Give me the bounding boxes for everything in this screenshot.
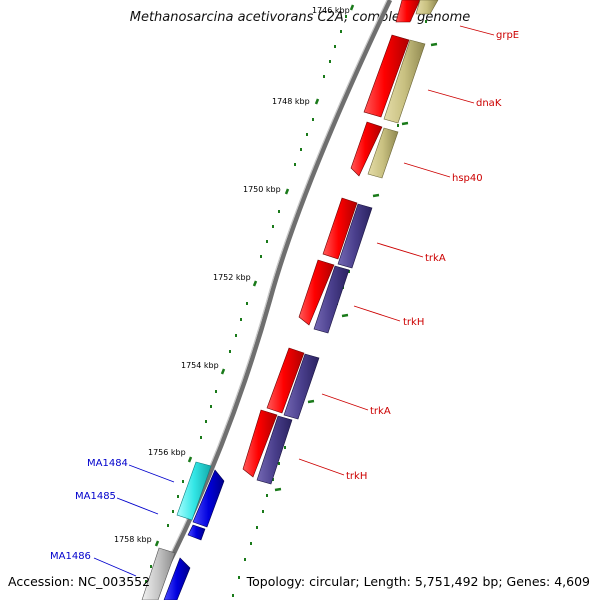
tick-label-1748: 1748 kbp — [272, 97, 310, 106]
gene-arrow-blue-1[interactable] — [192, 469, 225, 528]
outer-major-ticks — [274, 42, 438, 492]
gene-label-ma1484[interactable]: MA1484 — [87, 458, 128, 469]
gene-arrow-trkh2-red[interactable] — [242, 409, 278, 478]
gene-label-grpE[interactable]: grpE — [496, 30, 519, 41]
label-leader-lines — [93, 25, 495, 577]
gene-arrow-trka1-purple[interactable] — [337, 203, 373, 269]
gene-arrow-ma1485[interactable] — [187, 524, 206, 541]
tick-label-1756: 1756 kbp — [148, 448, 186, 457]
gene-arrows-lower — [141, 461, 225, 600]
gene-arrow-dnak-khaki[interactable] — [383, 39, 426, 124]
gene-arrow-grpE-red[interactable] — [395, 0, 421, 23]
gene-label-ma1485[interactable]: MA1485 — [75, 491, 116, 502]
tick-label-1746: 1746 kbp — [312, 6, 350, 15]
gene-arrow-trka2-purple[interactable] — [283, 353, 320, 420]
major-tick-marks — [154, 4, 355, 547]
gene-arrow-trkh1-purple[interactable] — [313, 265, 350, 334]
gene-arrow-trka1-red[interactable] — [322, 197, 358, 260]
gene-arrow-ma1486-gray[interactable] — [141, 547, 176, 600]
gene-arrow-trkh2-purple[interactable] — [256, 415, 293, 485]
gene-arrow-hsp40-khaki[interactable] — [367, 127, 399, 179]
gene-label-dnak[interactable]: dnaK — [476, 98, 502, 109]
inner-tick-dots — [145, 15, 347, 583]
tick-label-1758: 1758 kbp — [114, 535, 152, 544]
gene-arrow-hsp40-red[interactable] — [350, 121, 383, 177]
gene-arrow-blue-2[interactable] — [163, 557, 191, 600]
gene-arrows-red — [242, 0, 421, 478]
gene-label-hsp40[interactable]: hsp40 — [452, 173, 483, 184]
gene-arrow-grpE-khaki[interactable] — [415, 0, 439, 15]
gene-arrow-trka2-red[interactable] — [266, 347, 305, 414]
accession-text: Accession: NC_003552 — [8, 574, 151, 589]
gene-arrows-purple — [256, 203, 373, 485]
gene-label-trkh-1[interactable]: trkH — [403, 317, 424, 328]
gene-label-trka-1[interactable]: trkA — [425, 253, 446, 264]
gene-arrow-ma1484[interactable] — [176, 461, 212, 521]
gene-arrow-dnak-red[interactable] — [363, 34, 410, 118]
gene-label-trkh-2[interactable]: trkH — [346, 471, 367, 482]
gene-arrows-khaki — [367, 0, 439, 179]
gene-arrow-trkh1-red[interactable] — [298, 259, 335, 326]
tick-label-1750: 1750 kbp — [243, 185, 281, 194]
tick-label-1752: 1752 kbp — [213, 273, 251, 282]
gene-label-ma1486[interactable]: MA1486 — [50, 551, 91, 562]
gene-label-trka-2[interactable]: trkA — [370, 406, 391, 417]
tick-label-1754: 1754 kbp — [181, 361, 219, 370]
genome-stats-text: Topology: circular; Length: 5,751,492 bp… — [246, 574, 590, 589]
